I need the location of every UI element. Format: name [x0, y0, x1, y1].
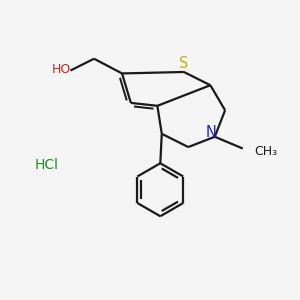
Text: N: N	[206, 125, 217, 140]
Text: CH₃: CH₃	[254, 145, 278, 158]
Text: HCl: HCl	[35, 158, 59, 172]
Text: S: S	[179, 56, 188, 71]
Text: HO: HO	[52, 63, 71, 76]
